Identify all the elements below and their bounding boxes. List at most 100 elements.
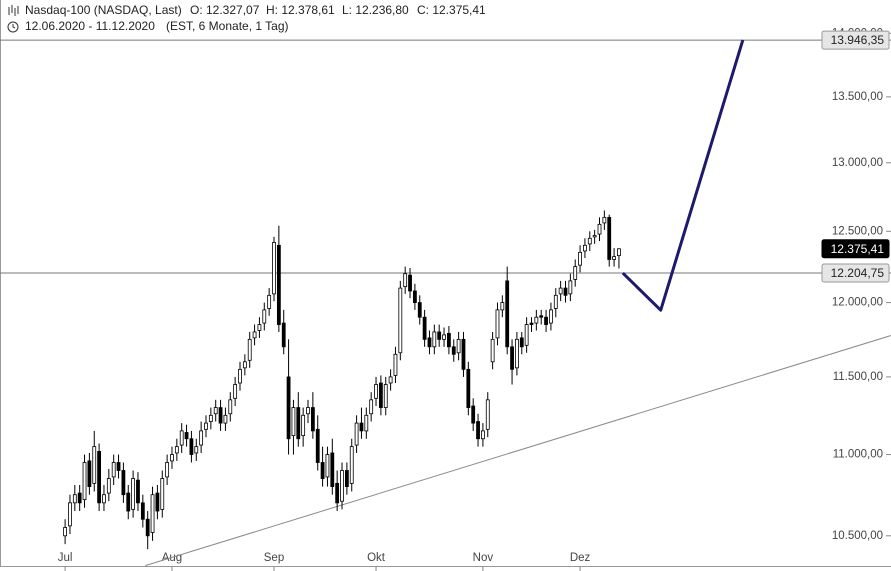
candle-body — [344, 470, 349, 487]
candle-body — [592, 235, 597, 238]
candle — [519, 331, 524, 355]
candle-body — [369, 399, 374, 415]
candle — [374, 376, 378, 407]
candle-body — [427, 337, 432, 348]
candle — [189, 430, 194, 463]
candle — [204, 415, 208, 438]
candle-body — [529, 322, 534, 325]
x-tick-label: Sep — [264, 552, 284, 564]
candle-body — [587, 237, 592, 245]
candle — [456, 331, 461, 361]
ohlc-low: L: 12.236,80 — [342, 3, 409, 17]
candle — [131, 470, 136, 518]
candle-body — [126, 492, 131, 512]
candle — [534, 309, 539, 331]
candle — [398, 280, 403, 361]
candle — [578, 245, 582, 273]
candle-body — [272, 242, 276, 295]
candle-body — [184, 432, 189, 440]
candle — [174, 438, 179, 461]
candle-body — [354, 422, 359, 446]
candle — [286, 339, 291, 455]
candle-body — [568, 280, 573, 295]
price-tag-label: 13.946,35 — [831, 33, 885, 47]
candle-body — [340, 470, 344, 502]
candle-body — [359, 422, 364, 432]
ohlc-close: C: 12.375,41 — [417, 3, 486, 17]
candle — [199, 421, 204, 453]
ohlc-open: O: 12.327,07 — [190, 3, 260, 17]
candle-body — [267, 294, 272, 309]
candle-body — [553, 294, 558, 309]
candle-body — [519, 337, 524, 348]
candle — [155, 484, 160, 520]
candle — [267, 288, 272, 316]
candle-body — [286, 376, 291, 440]
y-tick-label: 13.000,00 — [832, 157, 883, 169]
candle — [515, 331, 519, 376]
candle-body — [218, 407, 223, 424]
candle — [617, 248, 621, 269]
candle-body — [306, 407, 310, 415]
candle-body — [131, 478, 136, 510]
candle-body — [583, 244, 587, 252]
candle-body — [549, 309, 553, 324]
ohlc-high: H: 12.378,61 — [266, 3, 335, 17]
candle-body — [481, 430, 485, 440]
clock-icon — [7, 21, 19, 33]
candle — [184, 424, 189, 447]
candle-body — [422, 316, 427, 340]
candle — [388, 369, 393, 391]
range-info: (EST, 6 Monate, 1 Tag) — [166, 19, 289, 33]
candle — [179, 423, 184, 453]
candle-body — [102, 494, 106, 504]
candle — [553, 288, 558, 318]
candle-body — [466, 368, 471, 408]
candle-body — [155, 492, 160, 512]
price-tag-box — [821, 239, 890, 259]
candle-body — [393, 353, 398, 376]
candle-body — [310, 407, 315, 432]
candle-body — [242, 361, 247, 369]
y-tick-label: 11.000,00 — [833, 449, 883, 461]
candle-body — [461, 338, 466, 370]
candle — [72, 484, 77, 512]
candle — [335, 470, 340, 512]
candle-body — [145, 518, 150, 537]
candle-body — [325, 454, 330, 478]
candle-body — [388, 376, 393, 384]
candle — [597, 217, 602, 242]
candle — [126, 484, 131, 520]
candle — [505, 266, 510, 355]
candle — [68, 494, 72, 535]
price-tag-box — [821, 263, 890, 283]
candle-body — [82, 462, 87, 500]
candle — [257, 317, 262, 338]
candle-body — [315, 428, 320, 463]
candle-body — [296, 407, 301, 440]
candle — [262, 302, 267, 331]
candle — [369, 392, 374, 422]
candle-body — [510, 346, 514, 370]
candle — [573, 259, 578, 287]
candle-body — [72, 494, 77, 504]
candle — [233, 376, 238, 407]
candle — [422, 309, 427, 347]
candle — [77, 484, 82, 512]
x-tick-label: Nov — [473, 552, 494, 564]
candle-body — [199, 430, 204, 446]
candle — [344, 462, 349, 495]
candle — [325, 446, 330, 487]
candle-body — [476, 421, 480, 440]
candle-body — [121, 470, 126, 496]
candle-body — [349, 446, 354, 484]
candle — [490, 331, 495, 370]
candle — [451, 339, 456, 362]
candle — [140, 494, 145, 528]
price-tag-box — [821, 30, 890, 50]
candle-body — [92, 446, 97, 484]
candle — [471, 398, 476, 431]
candle — [296, 392, 301, 447]
candle-body — [170, 454, 174, 462]
candle — [121, 462, 126, 503]
